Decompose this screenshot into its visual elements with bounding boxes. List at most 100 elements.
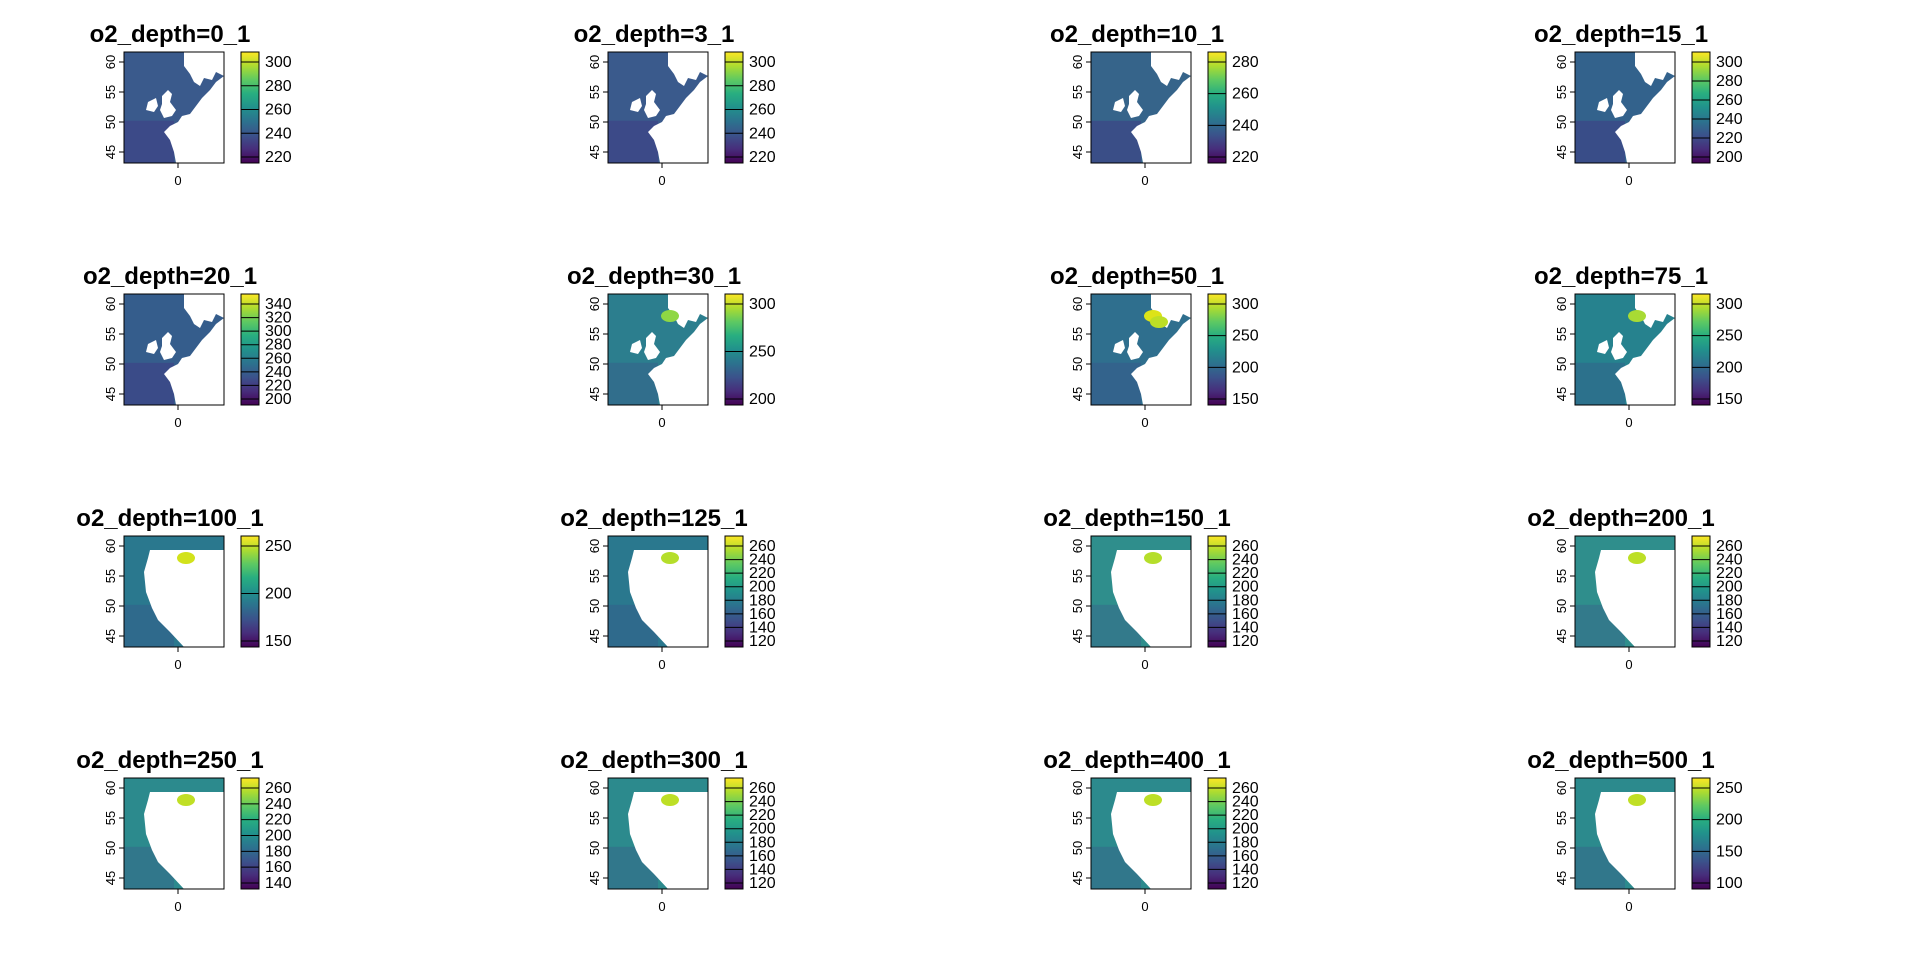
colorbar-tick-label: 250 bbox=[1716, 328, 1743, 345]
x-tick-label: 0 bbox=[658, 657, 665, 672]
colorbar bbox=[240, 777, 260, 890]
map-panel: o2_depth=125_1 60 55 50 45 0 26024022020018016… bbox=[560, 505, 776, 672]
colorbar-tick-label: 340 bbox=[265, 296, 292, 313]
land-mask bbox=[146, 98, 158, 112]
land-mask bbox=[1635, 294, 1675, 328]
land-mask bbox=[1131, 318, 1191, 405]
colorbar-tick-label: 220 bbox=[749, 565, 776, 582]
panel-title: o2_depth=200_1 bbox=[1527, 505, 1714, 532]
land-mask bbox=[1113, 98, 1125, 112]
y-tick-label: 55 bbox=[103, 85, 118, 99]
map-raster bbox=[1575, 52, 1675, 163]
colorbar-tick-label: 200 bbox=[749, 821, 776, 838]
x-tick-label: 0 bbox=[1625, 899, 1632, 914]
y-tick-label: 55 bbox=[103, 569, 118, 583]
panel-title: o2_depth=30_1 bbox=[567, 263, 741, 290]
colorbar-tick-label: 260 bbox=[265, 780, 292, 797]
map-panel: o2_depth=20_1 60 55 50 45 0 340320300280260240… bbox=[83, 263, 292, 430]
y-tick-label: 60 bbox=[1554, 55, 1569, 69]
y-tick-label: 55 bbox=[1070, 327, 1085, 341]
panel-title: o2_depth=50_1 bbox=[1050, 263, 1224, 290]
colorbar-tick-label: 260 bbox=[1232, 780, 1259, 797]
y-tick-label: 55 bbox=[587, 85, 602, 99]
colorbar-tick-label: 240 bbox=[265, 125, 292, 142]
y-tick-label: 60 bbox=[103, 781, 118, 795]
colorbar-tick-label: 140 bbox=[749, 619, 776, 636]
map-raster bbox=[608, 52, 708, 163]
panel-title: o2_depth=0_1 bbox=[90, 21, 251, 48]
land-mask bbox=[1113, 340, 1125, 354]
land-mask bbox=[644, 90, 660, 118]
no-data-area bbox=[628, 550, 708, 647]
colorbar bbox=[724, 51, 744, 164]
y-tick-label: 50 bbox=[587, 357, 602, 371]
southern-waters bbox=[608, 120, 658, 163]
colorbar-tick-label: 300 bbox=[1716, 296, 1743, 313]
land-mask bbox=[184, 294, 224, 328]
high-value-patch bbox=[1628, 794, 1646, 806]
map-panel: o2_depth=150_1 60 55 50 45 0 26024022020018016… bbox=[1043, 505, 1259, 672]
plot-frame bbox=[1574, 777, 1676, 890]
colorbar-tick-label: 220 bbox=[1232, 807, 1259, 824]
land-mask bbox=[184, 52, 224, 86]
map-panel: o2_depth=30_1 60 55 50 45 0 300 250 200 bbox=[567, 263, 776, 430]
y-tick-label: 50 bbox=[1554, 841, 1569, 855]
y-tick-label: 60 bbox=[1554, 297, 1569, 311]
colorbar-tick-label: 140 bbox=[1232, 619, 1259, 636]
map-raster bbox=[124, 294, 224, 405]
y-tick-label: 55 bbox=[103, 327, 118, 341]
colorbar-tick-label: 200 bbox=[749, 391, 776, 408]
colorbar-tick-label: 240 bbox=[265, 364, 292, 381]
map-panel: o2_depth=400_1 60 55 50 45 0 26024022020018016… bbox=[1043, 747, 1259, 914]
x-tick-label: 0 bbox=[174, 173, 181, 188]
colorbar-tick-label: 200 bbox=[1232, 821, 1259, 838]
colorbar-tick-label: 250 bbox=[265, 538, 292, 555]
map-raster bbox=[124, 778, 224, 889]
high-value-patch bbox=[661, 794, 679, 806]
panel-title: o2_depth=15_1 bbox=[1534, 21, 1708, 48]
panel-title: o2_depth=10_1 bbox=[1050, 21, 1224, 48]
land-mask bbox=[1615, 318, 1675, 405]
y-tick-label: 60 bbox=[1070, 781, 1085, 795]
y-tick-label: 60 bbox=[1070, 55, 1085, 69]
y-tick-label: 55 bbox=[587, 811, 602, 825]
colorbar-tick-label: 280 bbox=[1232, 54, 1259, 71]
y-tick-label: 50 bbox=[103, 841, 118, 855]
map-panel: o2_depth=250_1 60 55 50 45 0 26024022020018016… bbox=[76, 747, 292, 914]
southern-waters bbox=[1575, 362, 1625, 405]
land-mask bbox=[160, 332, 176, 360]
colorbar bbox=[1691, 51, 1711, 164]
colorbar-tick-label: 200 bbox=[749, 579, 776, 596]
y-tick-label: 50 bbox=[587, 841, 602, 855]
colorbar bbox=[1207, 777, 1227, 890]
colorbar-tick-label: 260 bbox=[265, 350, 292, 367]
colorbar-tick-label: 220 bbox=[749, 149, 776, 166]
y-tick-label: 45 bbox=[103, 145, 118, 159]
land-mask bbox=[668, 294, 708, 328]
colorbar-tick-label: 260 bbox=[749, 538, 776, 555]
colorbar bbox=[240, 293, 260, 406]
colorbar-tick-label: 240 bbox=[749, 125, 776, 142]
map-panel: o2_depth=15_1 60 55 50 45 0 300 280 260 240 220 200 bbox=[1534, 21, 1743, 188]
high-value-patch bbox=[1628, 552, 1646, 564]
y-tick-label: 55 bbox=[103, 811, 118, 825]
southern-waters bbox=[124, 120, 174, 163]
colorbar-tick-label: 200 bbox=[265, 828, 292, 845]
colorbar-tick-label: 260 bbox=[1232, 86, 1259, 103]
plot-frame bbox=[607, 777, 709, 890]
colorbar-tick-label: 200 bbox=[1716, 359, 1743, 376]
colorbar bbox=[1207, 293, 1227, 406]
y-tick-label: 55 bbox=[1554, 327, 1569, 341]
land-mask bbox=[164, 318, 224, 405]
map-raster bbox=[1575, 536, 1675, 647]
y-tick-label: 45 bbox=[1554, 145, 1569, 159]
x-tick-label: 0 bbox=[174, 657, 181, 672]
colorbar-tick-label: 220 bbox=[265, 377, 292, 394]
colorbar-tick-label: 220 bbox=[1716, 565, 1743, 582]
colorbar-tick-label: 100 bbox=[1716, 875, 1743, 892]
y-tick-label: 50 bbox=[1554, 599, 1569, 613]
y-tick-label: 60 bbox=[103, 55, 118, 69]
y-tick-label: 45 bbox=[1554, 629, 1569, 643]
colorbar-tick-label: 120 bbox=[1232, 633, 1259, 650]
